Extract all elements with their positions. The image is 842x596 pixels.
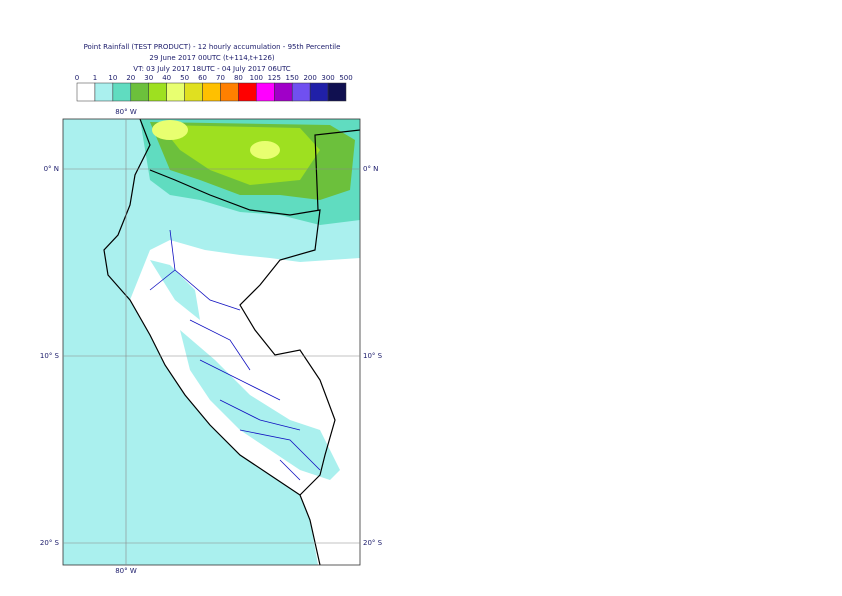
legend-tick: 200 bbox=[303, 74, 316, 82]
legend-tick: 20 bbox=[126, 74, 135, 82]
header: Point Rainfall (TEST PRODUCT) - 12 hourl… bbox=[84, 43, 341, 73]
legend-swatch bbox=[76, 82, 96, 102]
title-line: VT: 03 July 2017 18UTC - 04 July 2017 06… bbox=[133, 65, 291, 73]
legend-tick: 1 bbox=[93, 74, 97, 82]
lat-label: 10° S bbox=[40, 352, 60, 360]
legend-swatch bbox=[130, 82, 149, 102]
legend-tick: 500 bbox=[339, 74, 352, 82]
lat-label: 0° N bbox=[363, 165, 378, 173]
legend-swatch bbox=[166, 82, 185, 102]
legend-tick: 30 bbox=[144, 74, 153, 82]
map: 80° W 80° W 0° N 0° N 10° S 10° S 20° S 20° S bbox=[40, 108, 383, 575]
legend-swatch bbox=[184, 82, 203, 102]
legend-tick: 10 bbox=[108, 74, 117, 82]
border bbox=[149, 169, 336, 496]
lime bbox=[160, 125, 320, 185]
legend-tick: 0 bbox=[75, 74, 79, 82]
legend-swatch bbox=[291, 82, 311, 102]
lat-label: 20° S bbox=[40, 539, 60, 547]
legend-swatch bbox=[220, 82, 239, 102]
legend-tick: 80 bbox=[234, 74, 243, 82]
lon-label: 80° W bbox=[115, 567, 137, 575]
legend-tick: 300 bbox=[321, 74, 334, 82]
yellow-patch bbox=[152, 120, 188, 140]
wet-andes bbox=[180, 330, 340, 480]
map-frame bbox=[62, 118, 361, 566]
lat-label: 10° S bbox=[363, 352, 383, 360]
border bbox=[314, 129, 360, 211]
legend-swatch bbox=[202, 82, 221, 102]
legend-swatch bbox=[238, 82, 257, 102]
title-line: 29 June 2017 00UTC (t+114,t+126) bbox=[149, 54, 275, 62]
lat-label: 0° N bbox=[44, 165, 59, 173]
legend-tick: 70 bbox=[216, 74, 225, 82]
legend: 0 1 10 20 30 40 50 60 70 80 100 125 150 200 300 500 bbox=[75, 74, 353, 102]
legend-swatch bbox=[148, 82, 167, 102]
legend-tick: 150 bbox=[286, 74, 299, 82]
lat-label: 20° S bbox=[363, 539, 383, 547]
legend-swatch bbox=[327, 82, 347, 102]
legend-tick: 125 bbox=[268, 74, 281, 82]
coastline bbox=[103, 119, 321, 565]
legend-tick: 40 bbox=[162, 74, 171, 82]
yellow-patch bbox=[250, 141, 280, 159]
legend-swatch bbox=[112, 82, 132, 102]
title-line: Point Rainfall (TEST PRODUCT) - 12 hourl… bbox=[84, 43, 341, 51]
legend-swatch bbox=[309, 82, 329, 102]
legend-tick: 60 bbox=[198, 74, 207, 82]
lon-label: 80° W bbox=[115, 108, 137, 116]
legend-tick: 50 bbox=[180, 74, 189, 82]
legend-swatch bbox=[94, 82, 114, 102]
region-borders bbox=[149, 229, 321, 481]
wet-east bbox=[150, 260, 200, 320]
legend-swatch bbox=[256, 82, 275, 102]
legend-swatch bbox=[274, 82, 293, 102]
legend-tick: 100 bbox=[250, 74, 263, 82]
